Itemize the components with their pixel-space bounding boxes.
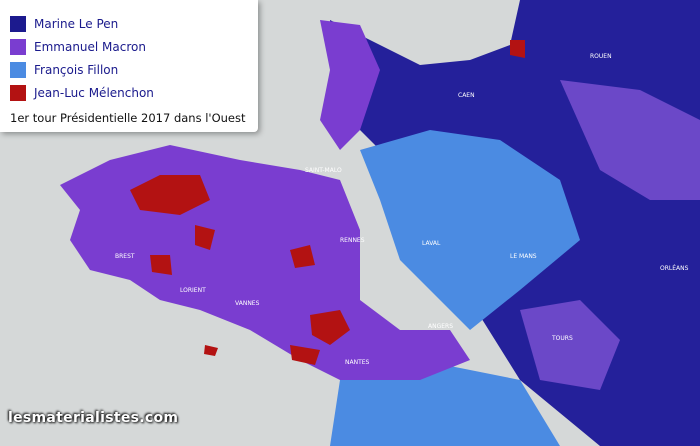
- region-center: [360, 130, 580, 330]
- legend-entry: Emmanuel Macron: [10, 39, 146, 55]
- city-label: SAINT-MALO: [305, 167, 342, 174]
- legend-swatch: [10, 16, 26, 32]
- region-vendee: [330, 360, 560, 446]
- legend-label: Jean-Luc Mélenchon: [34, 86, 154, 100]
- legend: 1er tour Présidentielle 2017 dans l'Oues…: [0, 0, 258, 132]
- red-area: [290, 245, 315, 268]
- red-area: [204, 345, 218, 356]
- city-labels: ROUEN CAEN SAINT-MALO RENNES LAVAL LE MANS ANG…: [115, 53, 689, 366]
- legend-entry: Jean-Luc Mélenchon: [10, 85, 154, 101]
- city-label: LORIENT: [180, 287, 206, 294]
- city-label: ANGERS: [428, 323, 453, 330]
- red-area: [510, 40, 525, 58]
- watermark: lesmaterialistes.com: [8, 410, 179, 426]
- legend-label: Marine Le Pen: [34, 17, 119, 31]
- legend-entry: François Fillon: [10, 62, 118, 78]
- legend-entry: Marine Le Pen: [10, 16, 118, 32]
- caption: 1er tour Présidentielle 2017 dans l'Oues…: [10, 111, 246, 125]
- city-label: ROUEN: [590, 53, 612, 60]
- legend-label: Emmanuel Macron: [34, 40, 146, 54]
- region-south-mix: [520, 300, 620, 390]
- city-label: BREST: [115, 253, 135, 260]
- city-label: NANTES: [345, 359, 370, 366]
- red-area: [150, 255, 172, 275]
- red-area: [195, 225, 215, 250]
- city-label: TOURS: [551, 335, 573, 342]
- legend-label: François Fillon: [34, 63, 119, 77]
- legend-swatch: [10, 85, 26, 101]
- city-label: VANNES: [235, 300, 260, 307]
- legend-swatch: [10, 62, 26, 78]
- red-area: [290, 345, 320, 365]
- region-east-mix: [560, 80, 700, 200]
- city-label: ORLÉANS: [660, 264, 689, 272]
- city-label: RENNES: [340, 237, 365, 244]
- legend-swatch: [10, 39, 26, 55]
- city-label: CAEN: [458, 92, 475, 99]
- city-label: LE MANS: [510, 253, 537, 260]
- region-normandy-west: [320, 20, 380, 150]
- city-label: LAVAL: [422, 240, 441, 247]
- red-area: [130, 175, 210, 215]
- red-area: [310, 310, 350, 345]
